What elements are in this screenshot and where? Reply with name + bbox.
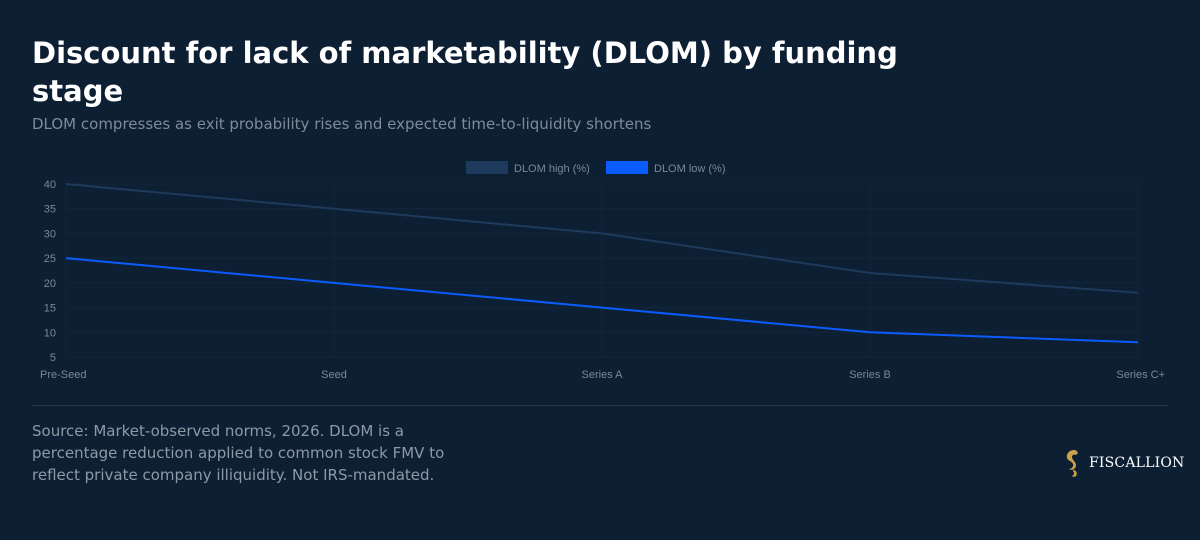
series-line-dlom-low	[65, 257, 1139, 344]
seahorse-logo-icon	[1066, 450, 1078, 477]
brand-name: FISCALLION	[1089, 455, 1185, 471]
x-tick-label: Pre-Seed	[40, 369, 86, 381]
legend-label: DLOM low (%)	[654, 163, 726, 175]
y-tick-label: 25	[44, 253, 56, 265]
y-tick-label: 5	[50, 352, 56, 364]
chart-subtitle: DLOM compresses as exit probability rise…	[32, 115, 652, 133]
footer-divider	[32, 405, 1168, 406]
y-tick-label: 15	[44, 303, 56, 315]
line-chart: 5 10 15 20 25 30 35 40 Pre-Seed Seed Series A Serie…	[40, 161, 1165, 381]
chart-title: Discount for lack of marketability (DLOM…	[32, 36, 898, 108]
legend-swatch	[466, 161, 508, 174]
x-tick-label: Seed	[321, 369, 347, 381]
source-note: Source: Market-observed norms, 2026. DLO…	[32, 422, 445, 484]
series-line-dlom-high	[65, 183, 1139, 294]
legend-label: DLOM high (%)	[514, 163, 590, 175]
x-tick-label: Series C+	[1116, 369, 1165, 381]
y-tick-label: 20	[44, 278, 56, 290]
brand-logo: FISCALLION	[1063, 448, 1185, 478]
y-tick-label: 30	[44, 228, 56, 240]
x-tick-label: Series B	[849, 369, 891, 381]
y-tick-label: 35	[44, 204, 56, 216]
x-tick-label: Series A	[582, 369, 624, 381]
y-tick-label: 10	[44, 327, 56, 339]
legend-swatch	[606, 161, 648, 174]
y-tick-label: 40	[44, 179, 56, 191]
